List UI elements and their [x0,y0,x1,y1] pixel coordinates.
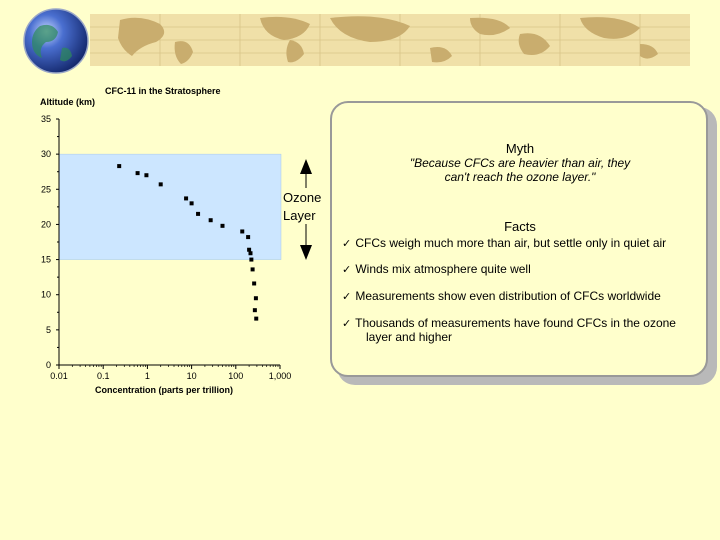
data-point [248,251,253,256]
myth-facts-callout: Myth "Because CFCs are heavier than air,… [330,101,708,377]
data-markers [117,164,259,321]
data-point [249,257,254,262]
facts-title: Facts [504,219,536,234]
fact-text: Thousands of measurements have found CFC… [355,316,676,330]
data-point [250,267,255,272]
data-point [253,296,258,301]
x-tick-label: 0.1 [97,371,110,381]
data-point [246,235,251,240]
data-point [189,201,194,206]
ozone-layer-band [58,153,282,260]
fact-text: Measurements show even distribution of C… [355,289,661,303]
data-point [196,211,201,216]
arrow-up-icon [300,159,312,174]
fact-text: Winds mix atmosphere quite well [355,262,531,276]
myth-title: Myth [505,141,535,156]
check-icon: ✓ [342,318,352,330]
x-tick-label: 100 [228,371,243,381]
x-tick-label: 1,000 [269,371,292,381]
data-point [240,229,245,234]
data-point [247,247,252,252]
myth-quote-line1: "Because CFCs are heavier than air, they [409,156,631,170]
fact-item: ✓ Thousands of measurements have found C… [342,317,702,344]
x-tick-label: 1 [145,371,150,381]
data-point [144,173,149,178]
ozone-label-line2: Layer [283,208,316,223]
cfc-chart: CFC-11 in the Stratosphere Altitude (km)… [40,86,312,395]
data-point [184,196,189,201]
y-tick-label: 5 [46,325,51,335]
globe-land [32,24,72,62]
x-tick-label: 0.01 [50,371,68,381]
data-point [220,223,225,228]
arrow-down-icon [300,245,312,260]
fact-text-continued: layer and higher [366,330,453,344]
ozone-layer-label: Ozone Layer [283,189,321,225]
y-axis-label: Altitude (km) [40,97,95,107]
myth-quote-line2: can't reach the ozone layer." [444,170,596,184]
header-banner [23,8,690,74]
fact-item: ✓ Winds mix atmosphere quite well [342,263,702,277]
data-point [208,218,213,223]
y-tick-label: 30 [41,149,51,159]
ozone-layer-arrows [300,159,312,260]
fact-item: ✓ Measurements show even distribution of… [342,290,702,304]
data-point [135,171,140,176]
ozone-label-line1: Ozone [283,190,322,205]
x-axis-label: Concentration (parts per trillion) [95,385,233,395]
x-tick-label: 10 [187,371,197,381]
chart-axes: 0 5 10 15 20 25 30 35 0.01 0.1 1 10 100 1,000 [41,114,291,381]
y-tick-label: 25 [41,184,51,194]
check-icon: ✓ [342,291,352,303]
y-tick-label: 35 [41,114,51,124]
chart-title: CFC-11 in the Stratosphere [105,86,221,96]
check-icon: ✓ [342,264,352,276]
y-tick-label: 15 [41,255,51,265]
fact-item: ✓ CFCs weigh much more than air, but set… [342,237,702,251]
y-tick-label: 0 [46,360,51,370]
myth-quote: "Because CFCs are heavier than air, they… [320,156,720,184]
y-tick-label: 20 [41,219,51,229]
data-point [158,182,163,187]
data-point [252,308,257,313]
world-map-land [118,16,658,64]
data-point [117,164,122,169]
data-point [252,281,257,286]
fact-text: CFCs weigh much more than air, but settl… [355,236,667,250]
y-tick-label: 10 [41,290,51,300]
data-point [254,316,259,321]
check-icon: ✓ [342,238,352,250]
